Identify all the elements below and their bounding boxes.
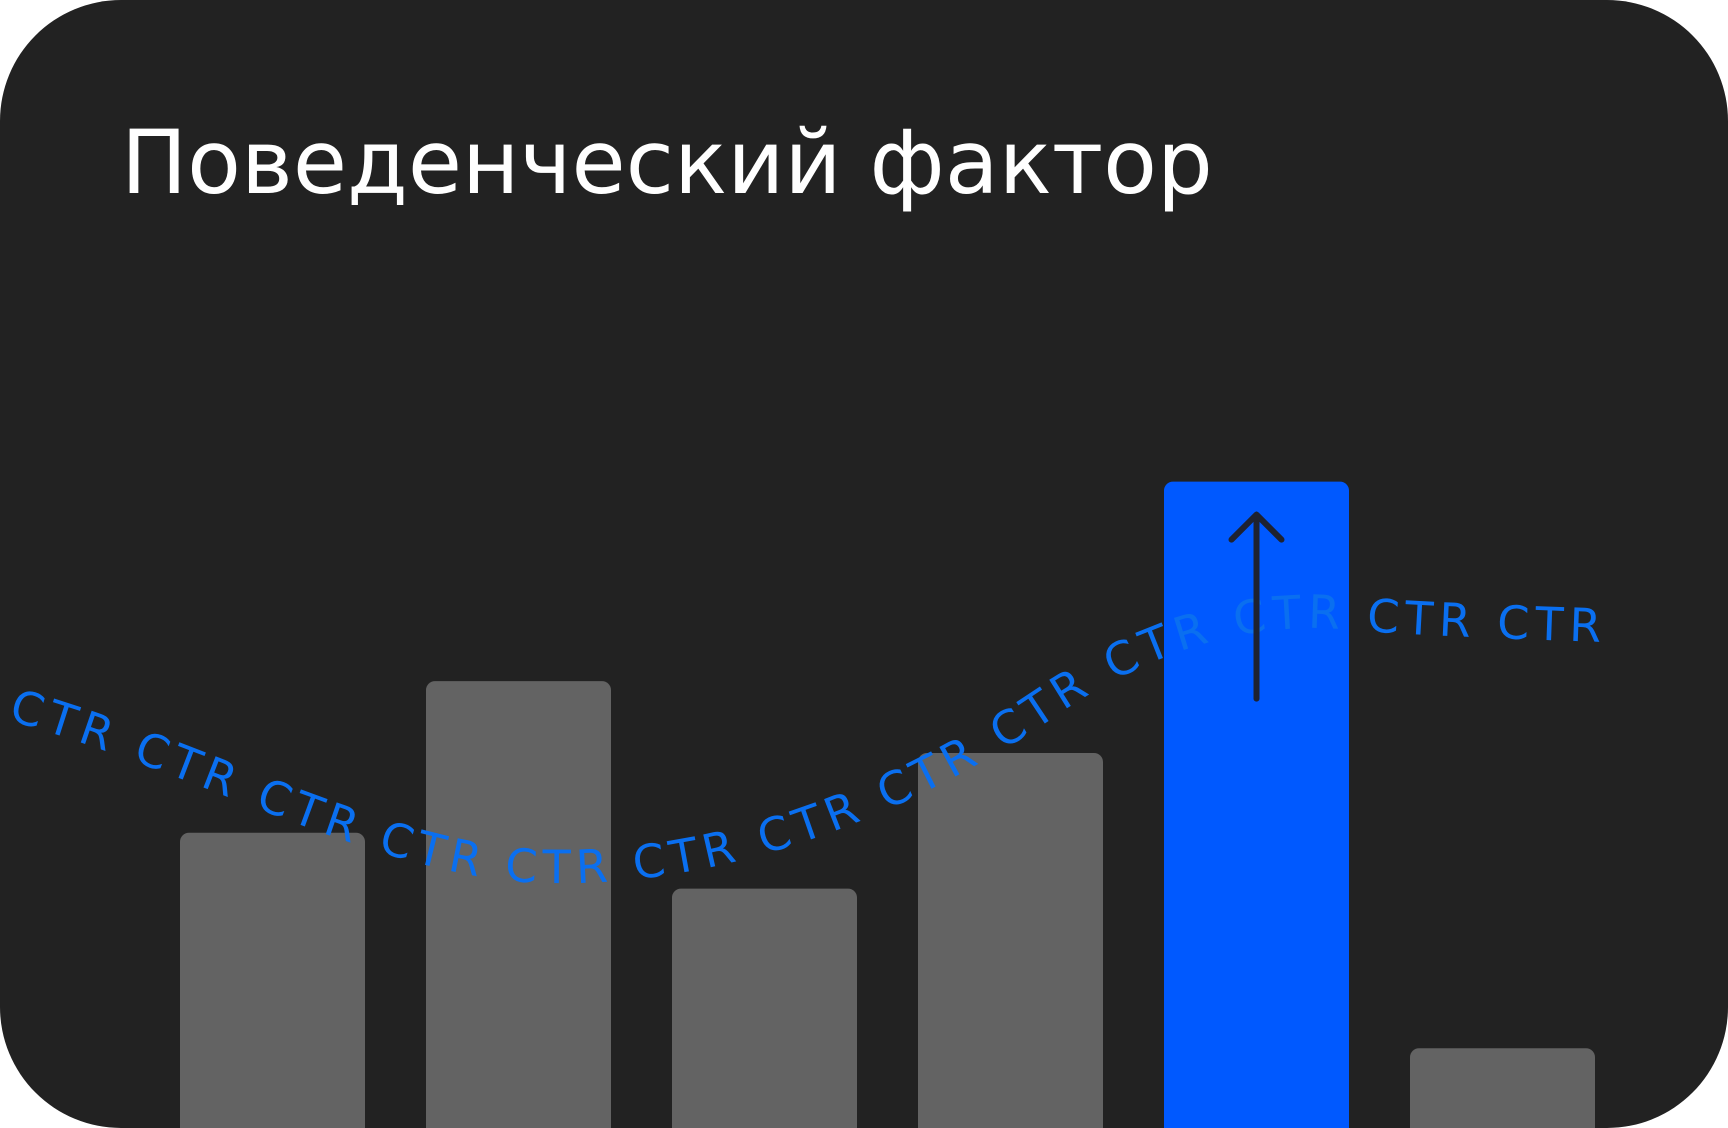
highlighted-bar — [1164, 481, 1349, 1128]
bars — [180, 481, 1595, 1128]
bar — [180, 832, 365, 1128]
arrow-up-icon — [1228, 511, 1285, 702]
bar — [672, 888, 857, 1128]
arrow-up-icon-path — [1228, 511, 1285, 702]
bar — [1410, 1048, 1595, 1128]
bar — [426, 681, 611, 1128]
card-title: Поведенческий фактор — [121, 111, 1213, 214]
bar — [918, 752, 1103, 1128]
